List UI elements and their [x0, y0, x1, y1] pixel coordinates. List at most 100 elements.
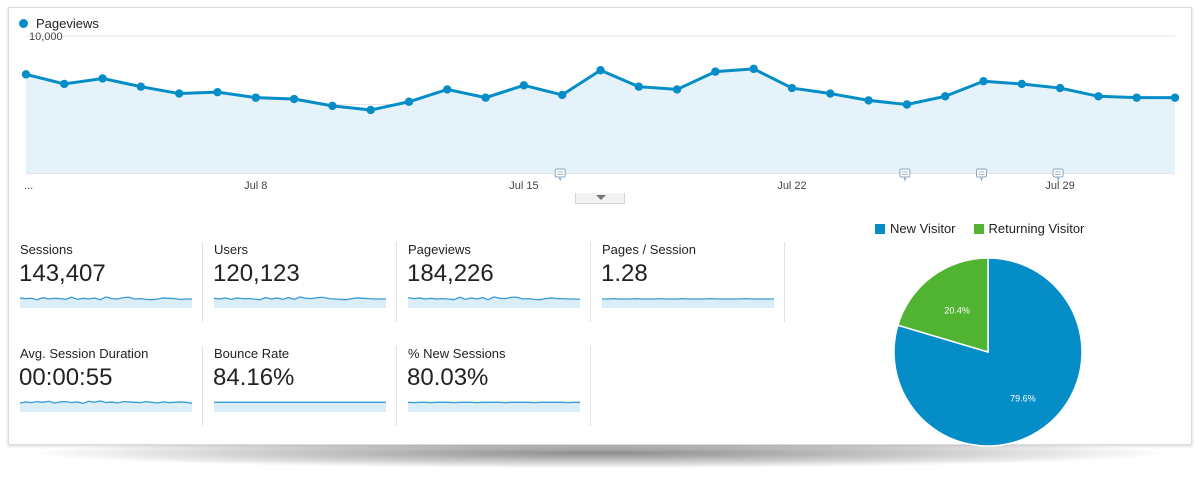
data-point[interactable]: [98, 74, 107, 83]
collapse-chart-toggle[interactable]: [575, 193, 625, 204]
pageviews-area: [26, 68, 1175, 173]
chevron-down-icon: [596, 195, 606, 200]
legend-label: Returning Visitor: [988, 221, 1085, 236]
metric-value: 84.16%: [213, 364, 295, 391]
metric-label: Avg. Session Duration: [20, 346, 149, 361]
sparkline-line: [20, 296, 192, 301]
data-point[interactable]: [328, 101, 337, 111]
sparkline-area: [602, 298, 774, 308]
metric-value: 00:00:55: [19, 364, 113, 391]
annotation-marker-icon[interactable]: [554, 168, 566, 182]
annotation-marker-icon[interactable]: [1052, 168, 1064, 182]
data-point[interactable]: [443, 85, 452, 94]
x-tick-label: Jul 29: [1045, 180, 1074, 192]
data-point[interactable]: [1055, 83, 1065, 93]
data-point[interactable]: [175, 89, 184, 98]
pageviews-sparkline: [408, 296, 580, 308]
data-point[interactable]: [366, 105, 375, 115]
data-point[interactable]: [941, 92, 950, 101]
divider: [202, 346, 203, 426]
data-point[interactable]: [979, 77, 988, 86]
data-point[interactable]: [1094, 92, 1103, 101]
data-point[interactable]: [902, 100, 912, 109]
returning-visitor-swatch: [973, 223, 984, 234]
metric-label: Pageviews: [408, 242, 471, 257]
data-point[interactable]: [826, 89, 835, 98]
divider: [202, 242, 203, 322]
data-point[interactable]: [60, 79, 69, 89]
metric-label: Pages / Session: [602, 242, 696, 257]
data-point[interactable]: [404, 97, 414, 106]
metric-value: 1.28: [601, 260, 648, 287]
new-visitor-swatch: [875, 223, 885, 234]
sparkline-line: [408, 296, 580, 301]
metric-avg-session-duration[interactable]: Avg. Session Duration 00:00:55: [18, 346, 194, 428]
x-tick-label: ...: [24, 180, 33, 192]
divider: [396, 242, 397, 322]
data-point[interactable]: [1017, 79, 1026, 89]
new-sessions-sparkline: [408, 401, 580, 412]
legend-label: New Visitor: [890, 221, 956, 236]
data-point[interactable]: [1132, 93, 1141, 102]
sparkline-area: [20, 400, 192, 412]
metric-users[interactable]: Users 120,123: [212, 242, 388, 324]
metric-sessions[interactable]: Sessions 143,407: [18, 242, 194, 324]
bounce-rate-sparkline: [214, 401, 386, 412]
metric-value: 120,123: [213, 260, 300, 287]
legend-item-new-visitor[interactable]: New Visitor: [875, 221, 956, 236]
pie-slice-label: 20.4%: [944, 306, 970, 316]
sparkline-area: [408, 402, 580, 412]
data-point[interactable]: [558, 90, 567, 100]
data-point[interactable]: [481, 93, 490, 102]
divider: [590, 242, 591, 322]
metric-label: % New Sessions: [408, 346, 506, 361]
pages-per-session-sparkline: [602, 297, 774, 308]
divider: [784, 242, 785, 322]
data-point[interactable]: [787, 83, 797, 93]
metric-pages-per-session[interactable]: Pages / Session 1.28: [600, 242, 776, 324]
x-tick-label: Jul 8: [244, 180, 267, 192]
data-point[interactable]: [864, 96, 873, 105]
visitor-type-pie-chart[interactable]: 79.6% 20.4%: [888, 247, 1088, 447]
annotation-marker-icon[interactable]: [899, 168, 911, 182]
data-point[interactable]: [1170, 93, 1180, 102]
users-sparkline: [214, 296, 386, 308]
pageviews-legend-dot: [19, 19, 28, 28]
pageviews-legend-label: Pageviews: [36, 16, 99, 31]
annotation-marker-icon[interactable]: [976, 168, 987, 182]
data-point[interactable]: [672, 85, 682, 94]
metric-label: Users: [214, 242, 248, 257]
legend-item-returning-visitor[interactable]: Returning Visitor: [973, 221, 1085, 236]
pie-slice-label: 79.6%: [1010, 394, 1036, 404]
line-chart-legend[interactable]: Pageviews: [19, 16, 99, 31]
pie-slice-returning-visitor[interactable]: [896, 257, 989, 354]
sparkline-area: [214, 402, 386, 412]
divider: [396, 346, 397, 426]
sessions-sparkline: [20, 296, 192, 308]
pie-chart-legend: New Visitor Returning Visitor: [875, 221, 1084, 236]
data-point[interactable]: [596, 66, 605, 75]
x-tick-label: Jul 15: [509, 180, 538, 192]
data-point[interactable]: [213, 87, 222, 97]
data-point[interactable]: [136, 82, 146, 91]
metric-label: Sessions: [20, 242, 73, 257]
data-point[interactable]: [634, 82, 643, 91]
data-point[interactable]: [251, 93, 260, 102]
divider: [590, 346, 591, 426]
y-tick-label: 10,000: [29, 31, 63, 43]
metric-new-sessions[interactable]: % New Sessions 80.03%: [406, 346, 582, 428]
metric-bounce-rate[interactable]: Bounce Rate 84.16%: [212, 346, 388, 428]
data-point[interactable]: [711, 67, 720, 76]
metric-value: 80.03%: [407, 364, 489, 391]
data-point[interactable]: [749, 64, 758, 74]
x-tick-label: Jul 22: [777, 180, 806, 192]
data-point[interactable]: [21, 70, 31, 79]
metric-pageviews[interactable]: Pageviews 184,226: [406, 242, 582, 324]
data-point[interactable]: [289, 94, 299, 104]
metric-value: 184,226: [407, 260, 494, 287]
sparkline-line: [214, 296, 386, 301]
data-point[interactable]: [519, 81, 529, 90]
sparkline-line: [20, 400, 192, 405]
